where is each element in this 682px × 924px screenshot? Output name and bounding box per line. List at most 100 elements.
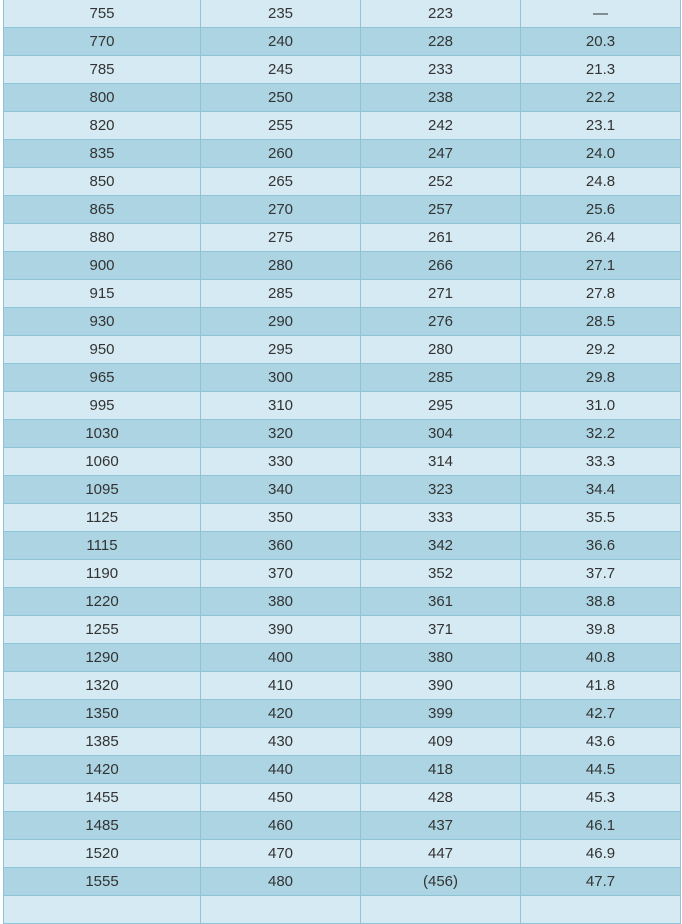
table-cell: 342 xyxy=(360,531,521,560)
table-row: 950 295 280 29.2 xyxy=(3,335,681,364)
table-cell: 252 xyxy=(360,167,521,196)
table-cell: 1220 xyxy=(3,587,201,616)
table-cell: 39.8 xyxy=(520,615,681,644)
table-cell: 35.5 xyxy=(520,503,681,532)
table-row: 1095 340 323 34.4 xyxy=(3,475,681,504)
table-cell: 995 xyxy=(3,391,201,420)
table-cell: 1520 xyxy=(3,839,201,868)
table-row: 785 245 233 21.3 xyxy=(3,55,681,84)
table-cell: 1485 xyxy=(3,811,201,840)
table-row: 965 300 285 29.8 xyxy=(3,363,681,392)
table-cell: 418 xyxy=(360,755,521,784)
table-row xyxy=(3,895,681,924)
table-cell: 24.8 xyxy=(520,167,681,196)
table-cell: 29.8 xyxy=(520,363,681,392)
table-cell: 352 xyxy=(360,559,521,588)
table-cell: 46.1 xyxy=(520,811,681,840)
table-row: 820 255 242 23.1 xyxy=(3,111,681,140)
table-cell: 304 xyxy=(360,419,521,448)
table-row: 1520 470 447 46.9 xyxy=(3,839,681,868)
table-cell: 460 xyxy=(200,811,361,840)
table-cell: 29.2 xyxy=(520,335,681,364)
table-cell: 260 xyxy=(200,139,361,168)
table-cell: 399 xyxy=(360,699,521,728)
table-cell: 437 xyxy=(360,811,521,840)
table-cell: 242 xyxy=(360,111,521,140)
table-cell: 22.2 xyxy=(520,83,681,112)
table-cell: 440 xyxy=(200,755,361,784)
table-cell: 785 xyxy=(3,55,201,84)
table-cell: 1350 xyxy=(3,699,201,728)
table-cell: 370 xyxy=(200,559,361,588)
hardness-conversion-table: 755 235 223—770 240 228 20.3 785 245 233 21.3 800 2… xyxy=(3,0,681,924)
table-cell: (456) xyxy=(360,867,521,896)
table-cell: 1255 xyxy=(3,615,201,644)
table-cell: 1115 xyxy=(3,531,201,560)
table-cell: 33.3 xyxy=(520,447,681,476)
table-cell: 233 xyxy=(360,55,521,84)
table-row: 800 250 238 22.2 xyxy=(3,83,681,112)
table-row: 880 275 261 26.4 xyxy=(3,223,681,252)
table-row: 995 310 295 31.0 xyxy=(3,391,681,420)
table-row: 1350 420 399 42.7 xyxy=(3,699,681,728)
table-cell: 330 xyxy=(200,447,361,476)
table-cell: 965 xyxy=(3,363,201,392)
table-cell: 46.9 xyxy=(520,839,681,868)
table-cell: 314 xyxy=(360,447,521,476)
table-cell: 1385 xyxy=(3,727,201,756)
table-cell: 27.8 xyxy=(520,279,681,308)
table-cell: 800 xyxy=(3,83,201,112)
table-row: 1555 480 (456) 47.7 xyxy=(3,867,681,896)
table-cell: 257 xyxy=(360,195,521,224)
table-cell: 430 xyxy=(200,727,361,756)
table-cell: 280 xyxy=(200,251,361,280)
table-row: 850 265 252 24.8 xyxy=(3,167,681,196)
table-cell: 27.1 xyxy=(520,251,681,280)
table-cell: 360 xyxy=(200,531,361,560)
table-cell: 333 xyxy=(360,503,521,532)
table-cell: 1060 xyxy=(3,447,201,476)
table-cell: 820 xyxy=(3,111,201,140)
table-cell: 409 xyxy=(360,727,521,756)
table-row: 1220 380 361 38.8 xyxy=(3,587,681,616)
table-cell: 36.6 xyxy=(520,531,681,560)
table-cell: 770 xyxy=(3,27,201,56)
table-cell: 240 xyxy=(200,27,361,56)
table-cell: 32.2 xyxy=(520,419,681,448)
table-cell: 28.5 xyxy=(520,307,681,336)
table-cell: — xyxy=(520,0,681,28)
table-row: 1485 460 437 46.1 xyxy=(3,811,681,840)
table-row: 1420 440 418 44.5 xyxy=(3,755,681,784)
table-cell: 380 xyxy=(200,587,361,616)
table-cell: 300 xyxy=(200,363,361,392)
table-cell xyxy=(200,895,361,924)
table-cell: 320 xyxy=(200,419,361,448)
table-cell: 31.0 xyxy=(520,391,681,420)
table-cell: 42.7 xyxy=(520,699,681,728)
table-cell: 480 xyxy=(200,867,361,896)
table-cell: 275 xyxy=(200,223,361,252)
table-row: 1030 320 304 32.2 xyxy=(3,419,681,448)
table-cell: 276 xyxy=(360,307,521,336)
table-cell: 255 xyxy=(200,111,361,140)
table-cell: 271 xyxy=(360,279,521,308)
table-cell: 350 xyxy=(200,503,361,532)
table-cell: 238 xyxy=(360,83,521,112)
table-cell: 285 xyxy=(200,279,361,308)
table-row: 1125 350 333 35.5 xyxy=(3,503,681,532)
table-cell: 371 xyxy=(360,615,521,644)
table-body: 755 235 223—770 240 228 20.3 785 245 233 21.3 800 2… xyxy=(3,0,681,924)
table-row: 1060 330 314 33.3 xyxy=(3,447,681,476)
table-cell: 1290 xyxy=(3,643,201,672)
table-cell: 250 xyxy=(200,83,361,112)
table-row: 915 285 271 27.8 xyxy=(3,279,681,308)
table-cell: 223 xyxy=(360,0,521,28)
table-cell: 285 xyxy=(360,363,521,392)
table-cell: 930 xyxy=(3,307,201,336)
table-cell: 38.8 xyxy=(520,587,681,616)
table-cell: 1095 xyxy=(3,475,201,504)
table-cell: 850 xyxy=(3,167,201,196)
table-cell: 470 xyxy=(200,839,361,868)
table-cell: 950 xyxy=(3,335,201,364)
table-cell: 295 xyxy=(200,335,361,364)
